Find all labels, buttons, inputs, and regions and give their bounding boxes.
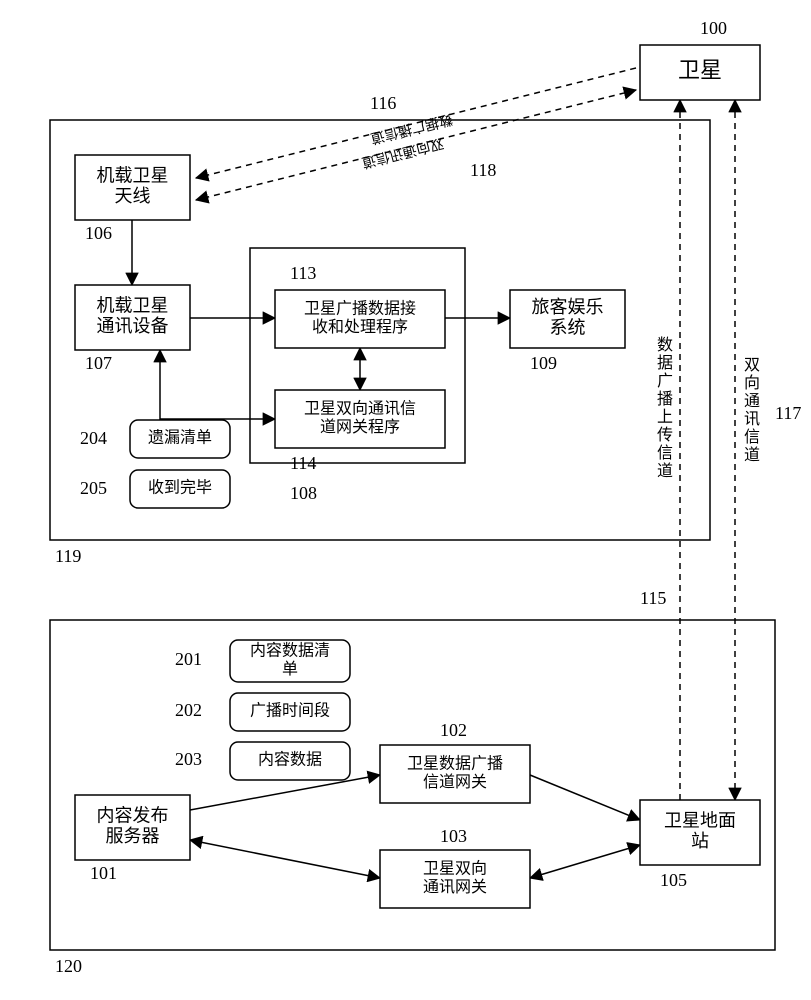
ref-109: 109	[530, 353, 557, 373]
ref-115: 115	[640, 588, 666, 608]
edge-dgw-gs	[530, 845, 640, 878]
prog_gw-label: 卫星双向通讯信	[304, 399, 416, 417]
recv_done-label: 收到完毕	[148, 479, 212, 497]
prog_recv-label: 收和处理程序	[312, 318, 408, 336]
content_data-label: 内容数据	[258, 751, 322, 769]
ref-103: 103	[440, 826, 467, 846]
diagram-canvas: 卫星机载卫星天线机载卫星通讯设备卫星广播数据接收和处理程序卫星双向通讯信道网关程…	[0, 0, 811, 1000]
edge-commdev-gw	[160, 350, 275, 419]
bidir_gw-label: 通讯网关	[423, 878, 487, 896]
prog_recv-label: 卫星广播数据接	[304, 299, 416, 317]
edge-srv-dgw	[190, 840, 380, 878]
ref-119: 119	[55, 546, 81, 566]
ref-120: 120	[55, 956, 82, 976]
bcast_gw-label: 信道网关	[423, 773, 487, 791]
bcast_slot-label: 广播时间段	[250, 702, 330, 720]
content_list-label: 内容数据清	[250, 641, 330, 659]
ref-116: 116	[370, 93, 396, 113]
ref-107: 107	[85, 353, 112, 373]
ref-203: 203	[175, 749, 202, 769]
ref-105: 105	[660, 870, 687, 890]
ground_stn-label: 卫星地面	[664, 810, 736, 830]
content_list-label: 单	[282, 660, 298, 678]
bcast_gw-label: 卫星数据广播	[407, 754, 503, 772]
ref-102: 102	[440, 720, 467, 740]
satellite-label: 卫星	[678, 58, 722, 83]
antenna-label: 天线	[115, 186, 151, 206]
pax_ent-label: 旅客娱乐	[532, 297, 604, 317]
ref-201: 201	[175, 649, 202, 669]
pax_ent-label: 系统	[550, 317, 586, 337]
edge-117-label: 双向通讯信道	[744, 357, 760, 464]
antenna-label: 机载卫星	[97, 165, 169, 185]
miss_list-label: 遗漏清单	[148, 429, 212, 447]
ref-113: 113	[290, 263, 316, 283]
ref-204: 204	[80, 428, 107, 448]
ref-106: 106	[85, 223, 112, 243]
prog_gw-label: 道网关程序	[320, 418, 400, 436]
edge-bgw-gs	[530, 775, 640, 820]
ref-108: 108	[290, 483, 317, 503]
bidir_gw-label: 卫星双向	[423, 859, 487, 877]
ground_stn-label: 站	[691, 831, 709, 851]
content_srv-label: 服务器	[106, 826, 160, 846]
ref-100: 100	[700, 18, 727, 38]
comm_dev-label: 通讯设备	[97, 316, 169, 336]
comm_dev-label: 机载卫星	[97, 295, 169, 315]
ref-101: 101	[90, 863, 117, 883]
ref-202: 202	[175, 700, 202, 720]
ref-117: 117	[775, 403, 801, 423]
edge-115-label: 数据广播上传信道	[657, 336, 673, 480]
ref-205: 205	[80, 478, 107, 498]
ref-118: 118	[470, 160, 496, 180]
ref-114: 114	[290, 453, 316, 473]
content_srv-label: 内容发布	[97, 805, 169, 825]
